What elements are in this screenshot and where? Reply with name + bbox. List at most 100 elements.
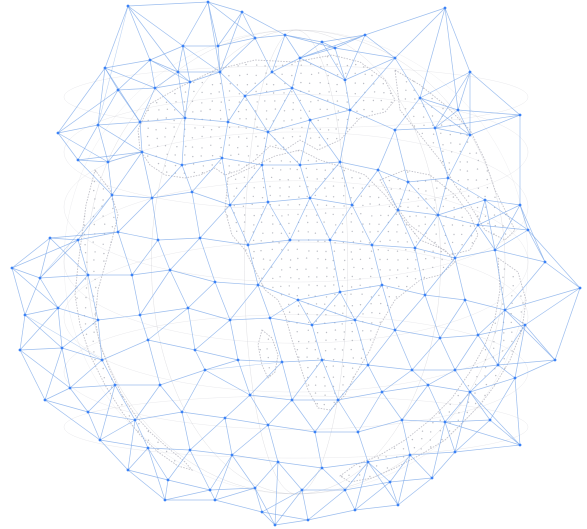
land-dot <box>388 278 391 280</box>
network-node <box>96 318 100 322</box>
land-dot <box>316 214 318 216</box>
land-dot <box>484 366 487 369</box>
network-edge <box>329 239 373 246</box>
network-edge <box>351 169 379 206</box>
network-edge <box>354 319 369 366</box>
network-edge <box>281 361 293 401</box>
network-node <box>476 223 480 227</box>
network-edge <box>181 117 186 166</box>
land-dot <box>422 268 424 271</box>
network-edge <box>309 119 341 163</box>
globe-latitude-longitude-grid <box>63 29 529 495</box>
land-dot <box>459 169 461 171</box>
network-edge <box>139 269 171 316</box>
land-dot <box>344 259 346 262</box>
network-edge <box>257 239 291 286</box>
network-edge <box>271 34 286 73</box>
land-dot <box>369 231 371 233</box>
land-dot <box>484 394 486 397</box>
network-edge <box>69 384 116 389</box>
network-edge <box>69 359 103 389</box>
network-edge <box>277 461 323 469</box>
land-dot <box>219 137 221 140</box>
land-dot <box>316 250 318 252</box>
network-edge <box>434 114 521 129</box>
land-dot <box>274 100 276 102</box>
network-edge <box>339 161 353 206</box>
land-dot <box>300 72 302 75</box>
network-node <box>223 416 227 420</box>
land-dot <box>324 187 326 189</box>
land-dot <box>305 257 308 259</box>
network-edge <box>97 314 141 321</box>
land-dot <box>444 242 446 244</box>
network-edge <box>189 449 233 456</box>
land-dot <box>83 224 86 226</box>
land-dot <box>335 90 338 93</box>
land-dot <box>476 376 478 378</box>
land-dot <box>288 232 291 234</box>
land-dot <box>377 230 379 233</box>
network-node <box>43 398 47 402</box>
land-dot <box>297 257 299 260</box>
land-dot <box>296 248 298 250</box>
land-dot <box>359 278 361 280</box>
land-dot <box>421 132 423 135</box>
network-edge <box>424 294 441 339</box>
network-edge <box>269 317 313 326</box>
network-edge <box>514 324 526 379</box>
land-dot <box>453 216 455 218</box>
network-edge <box>344 57 396 81</box>
network-edge <box>424 294 466 301</box>
network-node <box>86 410 90 414</box>
network-node <box>146 446 150 450</box>
network-node <box>228 318 232 322</box>
network-node <box>183 116 187 120</box>
network-node <box>476 333 480 337</box>
network-edge <box>117 231 133 276</box>
network-edge <box>131 274 141 316</box>
land-dot <box>245 127 247 129</box>
land-dot <box>450 258 453 261</box>
network-node <box>280 360 284 364</box>
land-dot <box>356 117 358 120</box>
land-dot <box>306 195 308 198</box>
network-edge <box>364 34 396 59</box>
network-node <box>56 306 60 310</box>
network-edge <box>477 199 486 226</box>
land-dot <box>396 231 398 233</box>
land-dot <box>442 266 445 269</box>
land-dot <box>307 221 309 224</box>
land-dot <box>351 330 353 333</box>
land-dot <box>457 180 460 182</box>
land-dot <box>407 171 409 173</box>
network-node <box>523 323 527 327</box>
network-edge <box>299 119 311 166</box>
land-dot <box>259 349 261 351</box>
network-node <box>290 398 294 402</box>
land-dot <box>210 144 212 146</box>
network-node <box>526 228 530 232</box>
land-dot <box>424 180 427 182</box>
land-dot <box>433 224 436 226</box>
network-edge <box>177 71 186 119</box>
land-dot <box>297 230 300 232</box>
network-edge <box>344 489 356 511</box>
land-dot <box>317 357 319 360</box>
land-dot <box>287 204 289 206</box>
network-edge <box>77 194 113 241</box>
network-node <box>453 368 457 372</box>
network-node <box>288 238 292 242</box>
land-dot <box>343 205 345 207</box>
network-node <box>380 390 384 394</box>
land-dot <box>287 249 289 251</box>
land-dot <box>362 223 364 225</box>
land-dot <box>335 339 337 341</box>
land-dot <box>474 392 476 394</box>
land-dot <box>317 99 319 102</box>
land-dot <box>368 185 370 188</box>
land-dot <box>173 136 176 138</box>
land-dot <box>156 102 158 104</box>
land-dot <box>238 136 240 138</box>
